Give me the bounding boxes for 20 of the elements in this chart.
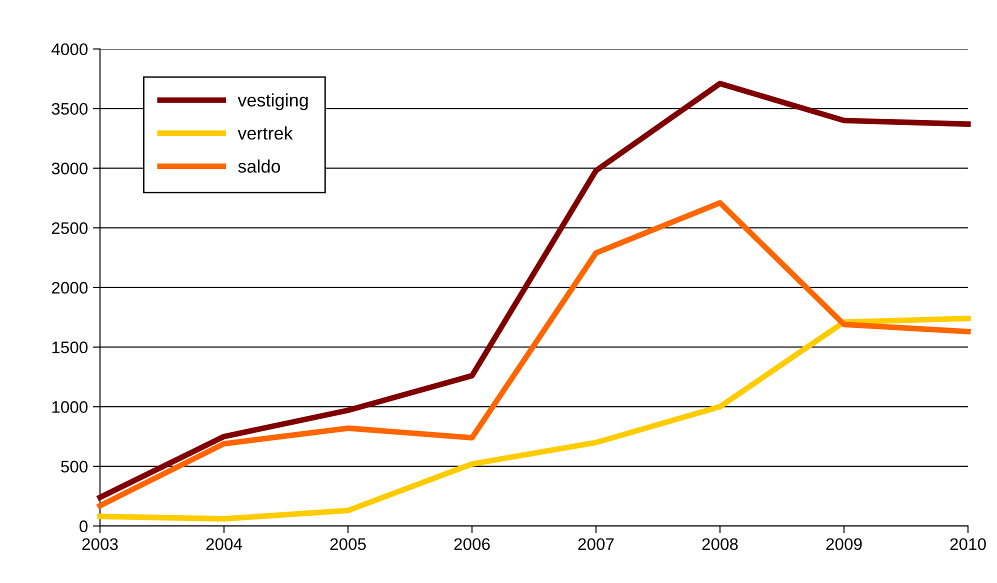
legend-label: saldo [238,159,280,173]
x-tick-label: 2005 [330,538,366,550]
x-tick-label: 2003 [82,538,118,550]
y-tick-label: 4000 [52,43,88,56]
y-tick-label: 2500 [52,222,88,234]
y-tick-label: 0 [80,520,88,532]
legend-label: vestiging [238,93,308,110]
x-tick-label: 2007 [578,538,614,550]
y-tick-label: 1500 [52,342,88,354]
x-tick-label: 2004 [206,538,242,550]
y-tick-label: 3500 [52,103,88,115]
x-tick-label: 2006 [454,538,490,550]
x-tick-label: 2008 [702,538,738,550]
x-tick-label: 2009 [826,538,862,550]
y-tick-label: 3000 [52,162,88,174]
y-tick-label: 500 [61,460,88,473]
legend-label: vertrek [238,126,293,140]
y-tick-label: 1000 [52,401,88,413]
y-tick-label: 2000 [52,282,88,294]
x-tick-label: 2010 [950,538,986,550]
